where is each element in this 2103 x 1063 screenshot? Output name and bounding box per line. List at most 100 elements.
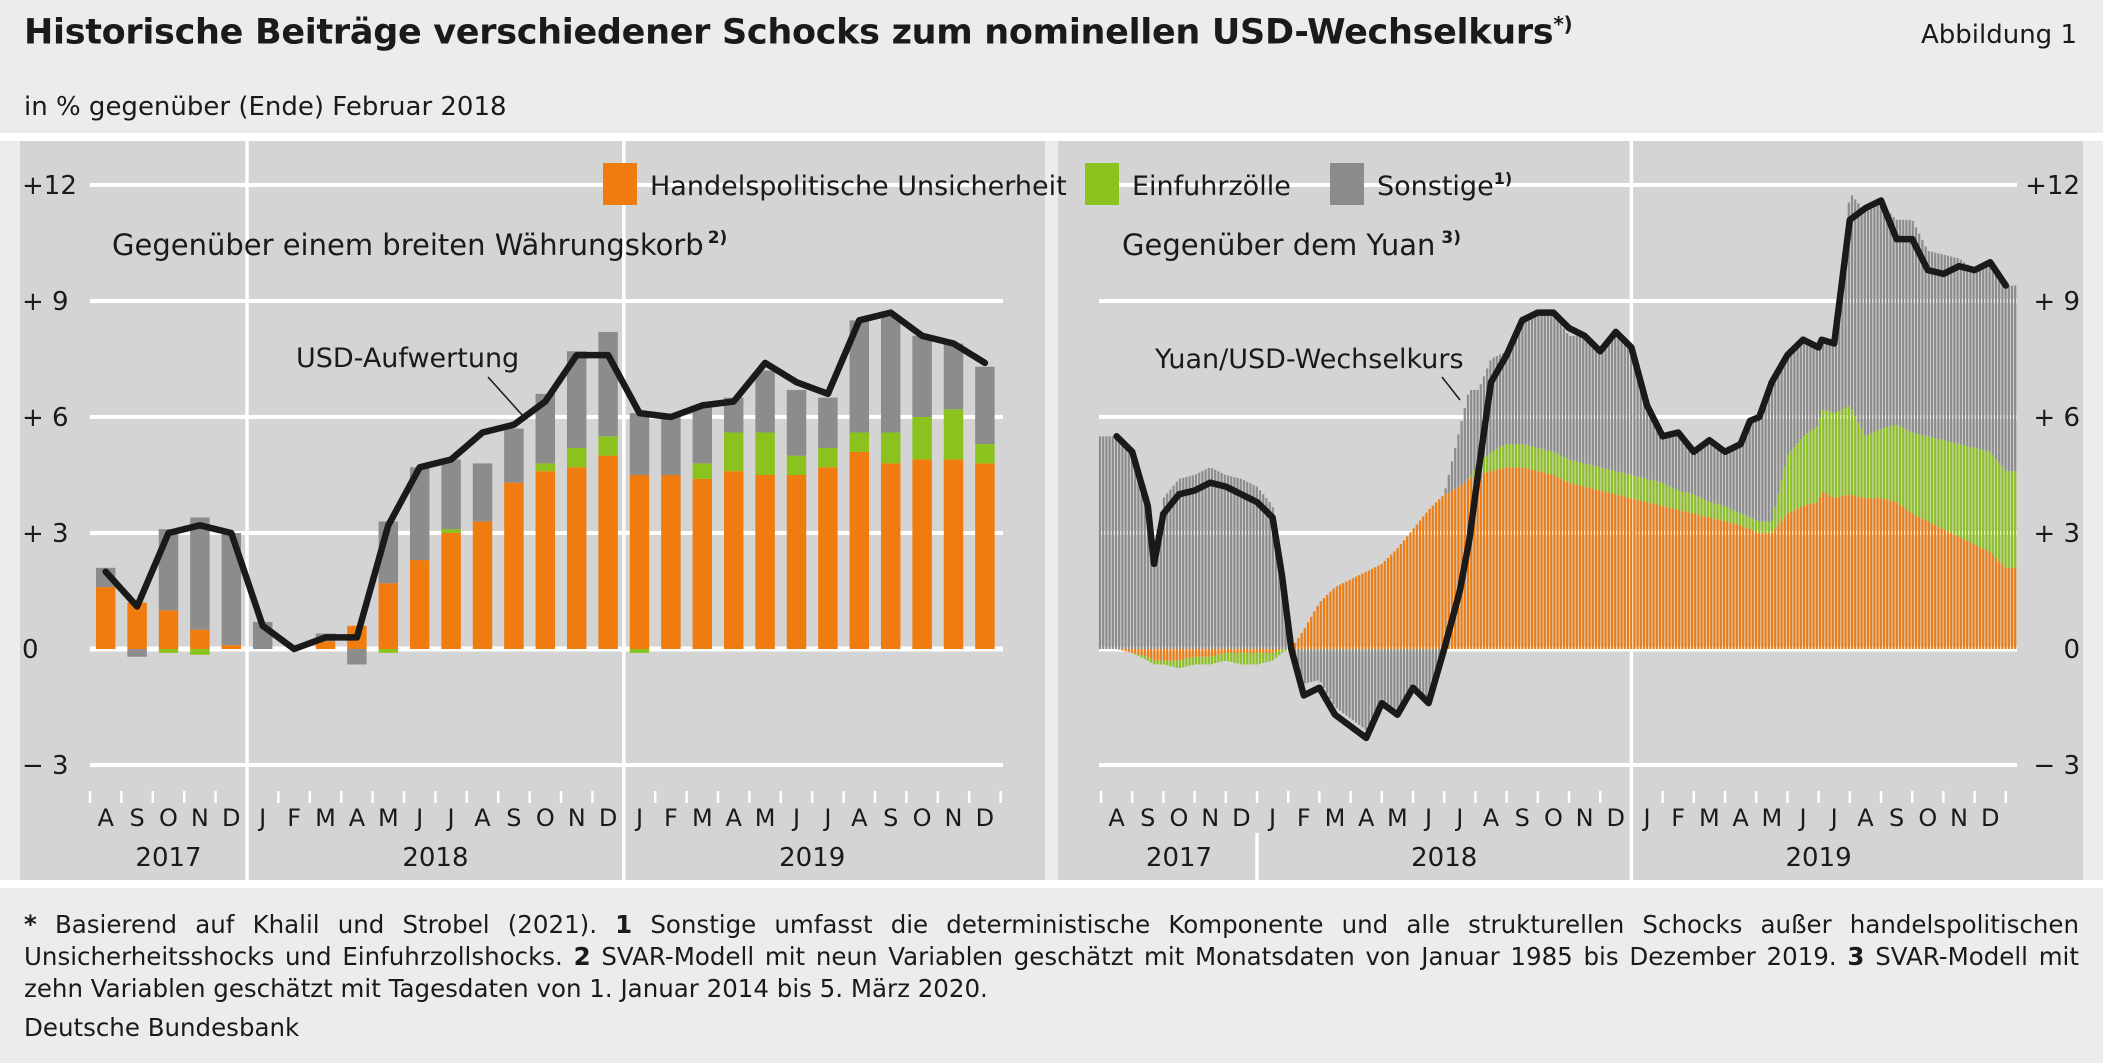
daily-bar [1223, 649, 1226, 654]
daily-bar [1354, 576, 1358, 649]
chart-subtitle: in % gegenüber (Ende) Februar 2018 [24, 92, 507, 122]
y-tick-label-left: + 9 [22, 287, 69, 317]
daily-bar [1668, 486, 1671, 508]
daily-bar [1620, 472, 1623, 496]
daily-bar [1159, 649, 1162, 661]
daily-bar [1998, 275, 2001, 463]
daily-bar [1194, 474, 1198, 649]
bar-segment [127, 602, 147, 649]
bar-segment [629, 649, 650, 653]
daily-bar [1886, 499, 1889, 649]
daily-bar [1777, 524, 1780, 649]
daily-bar [1793, 346, 1796, 447]
daily-bar [1582, 486, 1585, 649]
daily-bar [1735, 524, 1738, 649]
x-tick-label: N [191, 804, 209, 832]
daily-bar [1838, 410, 1841, 497]
daily-bar [2007, 567, 2010, 649]
daily-bar [1774, 507, 1777, 529]
daily-bar [1214, 655, 1217, 664]
daily-bar [1850, 494, 1854, 649]
daily-bar [1780, 520, 1783, 649]
daily-bar [1124, 443, 1127, 649]
bar-segment [441, 533, 461, 649]
daily-bar [1626, 344, 1630, 475]
daily-bar [1937, 438, 1940, 527]
top-rule [0, 133, 2103, 141]
bar-segment [975, 366, 995, 445]
daily-bar [1863, 498, 1866, 649]
bar-segment [598, 331, 618, 437]
daily-bar [1857, 422, 1860, 497]
daily-bar [1425, 512, 1428, 649]
daily-bar [1566, 481, 1569, 649]
daily-bar [1706, 501, 1710, 518]
daily-bar [1268, 652, 1271, 662]
daily-bar [1268, 502, 1271, 649]
daily-bar [1271, 507, 1274, 649]
daily-bar [1479, 474, 1482, 649]
x-tick-label: A [1857, 804, 1874, 832]
panel-title-right: Gegenüber dem Yuan 3) [1122, 228, 1461, 262]
daily-bar [1815, 346, 1818, 427]
daily-bar [1524, 468, 1527, 649]
daily-bar [1425, 649, 1428, 698]
bar-segment [127, 649, 147, 657]
daily-bar [1866, 435, 1870, 499]
daily-bar [1594, 466, 1598, 490]
daily-bar [1121, 440, 1124, 649]
bar-segment [818, 397, 838, 448]
daily-bar [1918, 517, 1921, 649]
daily-bar [1905, 429, 1908, 510]
daily-bar [1911, 432, 1914, 514]
daily-bar [1239, 478, 1242, 649]
daily-bar [1700, 447, 1703, 499]
daily-bar [1972, 269, 1975, 448]
daily-bar [1297, 638, 1300, 649]
daily-bar [1534, 470, 1537, 649]
daily-bar [1140, 649, 1143, 656]
daily-bar [1966, 540, 1969, 649]
daily-bar [1588, 487, 1591, 649]
daily-bar [1754, 520, 1758, 532]
daily-bar [1655, 424, 1658, 482]
x-tick-label: S [883, 804, 898, 832]
daily-bar [1966, 264, 1969, 447]
x-tick-label: J [634, 804, 643, 832]
daily-bar [1204, 649, 1207, 657]
x-tick-label: M [315, 804, 336, 832]
daily-bar [1934, 438, 1937, 526]
daily-bar [1450, 461, 1454, 491]
usd-appreciation-line [102, 309, 989, 653]
daily-bar [1591, 343, 1594, 466]
x-tick-label: J [1454, 804, 1463, 832]
daily-bar [1630, 474, 1633, 499]
daily-bar [1722, 505, 1726, 522]
footnote-star: * [24, 910, 37, 939]
daily-bar [1770, 381, 1774, 521]
daily-bar [1143, 655, 1146, 660]
daily-bar [1217, 471, 1220, 649]
daily-bar [1690, 449, 1694, 494]
daily-bar [1994, 270, 1998, 459]
daily-bar [1930, 437, 1934, 524]
daily-bar [1895, 502, 1898, 649]
y-tick-label-right: +12 [2025, 171, 2080, 201]
daily-bar [1662, 436, 1665, 484]
daily-bar [1626, 474, 1630, 498]
x-tick-label: M [1325, 804, 1346, 832]
daily-bar [1185, 649, 1188, 659]
bar-segment [912, 459, 932, 649]
daily-bar [1818, 343, 1822, 418]
daily-bar [1226, 475, 1230, 649]
daily-bar [1546, 473, 1550, 649]
daily-bar [1351, 578, 1354, 649]
x-tick-label: J [1797, 804, 1806, 832]
daily-bar [1697, 514, 1700, 649]
x-tick-label: D [222, 804, 240, 832]
daily-bar [1850, 195, 1854, 410]
daily-bar [1908, 219, 1911, 432]
bar-segment [441, 529, 461, 533]
x-tick-label: J [1267, 804, 1276, 832]
daily-bar [1316, 649, 1319, 681]
